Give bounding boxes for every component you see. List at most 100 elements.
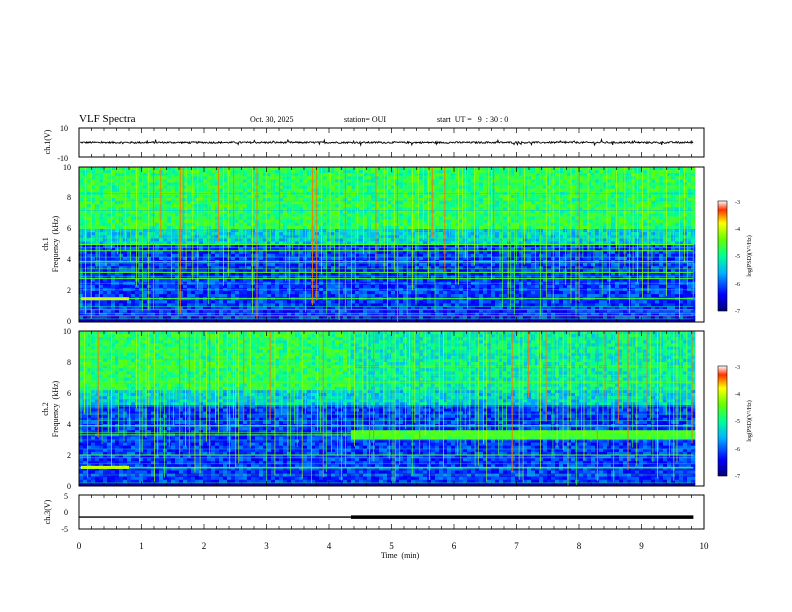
spectrogram-cell <box>291 257 295 260</box>
spectrogram-cell <box>163 251 167 254</box>
spectrogram-cell <box>463 291 467 294</box>
spectrogram-cell <box>231 251 235 254</box>
spectrogram-cell <box>259 300 263 303</box>
spectrogram-cell <box>375 285 379 288</box>
spectrogram-cell <box>147 238 151 241</box>
spectrogram-cell <box>391 294 395 297</box>
spectrogram-cell <box>451 257 455 260</box>
spectrogram-cell <box>155 189 159 192</box>
spectrogram-cell <box>123 300 127 303</box>
spectrogram-cell <box>219 251 223 254</box>
spectrogram-cell <box>251 232 255 235</box>
spectrogram-cell <box>91 201 95 204</box>
spectrogram-cell <box>435 251 439 254</box>
spectrogram-cell <box>419 189 423 192</box>
spectrogram-cell <box>375 300 379 303</box>
spectrogram-cell <box>283 176 287 179</box>
spectrogram-cell <box>203 226 207 229</box>
spectrogram-cell <box>263 294 267 297</box>
spectrogram-cell <box>427 294 431 297</box>
spectrogram-cell <box>291 210 295 213</box>
spectrogram-cell <box>175 294 179 297</box>
spectrogram-cell <box>411 254 415 257</box>
spectrogram-cell <box>363 303 367 306</box>
spectrogram-cell <box>459 294 463 297</box>
spectrogram-cell <box>131 294 135 297</box>
spectrogram-cell <box>227 272 231 275</box>
spectrogram-cell <box>103 294 107 297</box>
spectrogram-cell <box>87 310 91 313</box>
spectrogram-cell <box>247 300 251 303</box>
spectrogram-cell <box>423 257 427 260</box>
spectrogram-cell <box>247 310 251 313</box>
spectrogram-cell <box>319 300 323 303</box>
spectrogram-cell <box>355 300 359 303</box>
spectrogram-cell <box>239 204 243 207</box>
spectrogram-cell <box>311 176 315 179</box>
spectrogram-cell <box>191 285 195 288</box>
spectrogram-cell <box>435 223 439 226</box>
spectrogram-cell <box>107 195 111 198</box>
spectrogram-cell <box>183 263 187 266</box>
spectrogram-cell <box>167 186 171 189</box>
spectrogram-cell <box>435 263 439 266</box>
spectrogram-cell <box>127 300 131 303</box>
spectrogram-cell <box>327 251 331 254</box>
spectrogram-cell <box>179 310 183 313</box>
spectrogram-cell <box>331 294 335 297</box>
spectrogram-cell <box>87 263 91 266</box>
spectrogram-cell <box>203 179 207 182</box>
spectrogram-cell <box>243 195 247 198</box>
spectrogram-cell <box>459 257 463 260</box>
spectrogram-cell <box>259 179 263 182</box>
spectrogram-cell <box>271 263 275 266</box>
spectrogram-cell <box>407 226 411 229</box>
spectrogram-cell <box>271 285 275 288</box>
spectrogram-cell <box>147 226 151 229</box>
spectrogram-cell <box>183 257 187 260</box>
spectrogram-cell <box>427 272 431 275</box>
spectrogram-cell <box>275 217 279 220</box>
spectrogram-cell <box>207 232 211 235</box>
spectrogram-cell <box>259 291 263 294</box>
spectrogram-cell <box>379 279 383 282</box>
spectrogram-cell <box>275 201 279 204</box>
spectrogram-cell <box>195 251 199 254</box>
spectrogram-cell <box>427 310 431 313</box>
spectrogram-cell <box>211 291 215 294</box>
spectrogram-cell <box>155 263 159 266</box>
spectrogram-cell <box>167 300 171 303</box>
spectrogram-cell <box>439 285 443 288</box>
spectrogram-cell <box>335 300 339 303</box>
spectrogram-cell <box>283 263 287 266</box>
spectrogram-cell <box>247 279 251 282</box>
spectrogram-cell <box>103 291 107 294</box>
spectrogram-cell <box>243 170 247 173</box>
spectrogram-cell <box>119 232 123 235</box>
spectrogram-cell <box>131 279 135 282</box>
spectrogram-cell <box>451 279 455 282</box>
spectrogram-cell <box>355 310 359 313</box>
spectrogram-cell <box>359 179 363 182</box>
spectrogram-cell <box>215 294 219 297</box>
spectrogram-cell <box>363 294 367 297</box>
spectrogram-cell <box>311 179 315 182</box>
spectrogram-cell <box>147 210 151 213</box>
spectrogram-cell <box>455 291 459 294</box>
spectrogram-cell <box>451 226 455 229</box>
spectrogram-cell <box>331 279 335 282</box>
spectrogram-cell <box>327 279 331 282</box>
spectrogram-cell <box>91 176 95 179</box>
spectrogram-cell <box>463 303 467 306</box>
spectrogram-cell <box>263 272 267 275</box>
spectrogram-cell <box>339 294 343 297</box>
spectrogram-cell <box>451 179 455 182</box>
ch1-waveform-ytick-top: 10 <box>60 124 68 133</box>
spectrogram-cell <box>275 238 279 241</box>
spectrogram-cell <box>183 251 187 254</box>
spectrogram-cell <box>195 217 199 220</box>
spectrogram-cell <box>403 254 407 257</box>
spectrogram-cell <box>439 291 443 294</box>
spectrogram-cell <box>243 279 247 282</box>
spectrogram-cell <box>299 217 303 220</box>
